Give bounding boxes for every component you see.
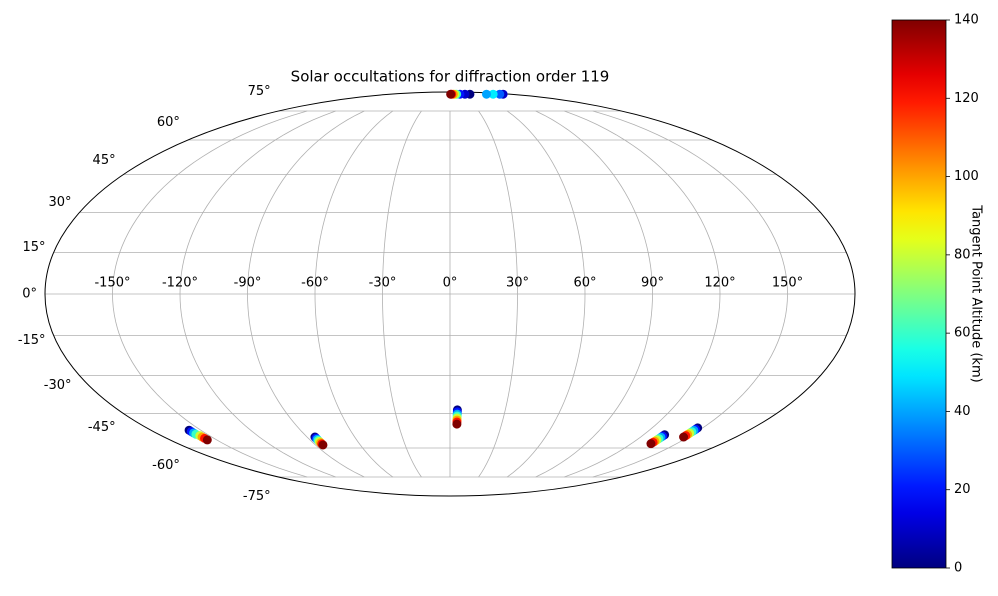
data-point xyxy=(452,419,462,429)
data-point xyxy=(488,89,498,99)
data-point xyxy=(318,440,328,450)
y-tick-label: 45° xyxy=(93,153,116,168)
grid-line xyxy=(179,110,336,478)
grid-line xyxy=(592,110,788,478)
colorbar-tick-label: 120 xyxy=(954,91,979,106)
grid-line xyxy=(535,110,653,478)
y-tick-label: -15° xyxy=(18,333,46,348)
y-tick-label: -60° xyxy=(152,458,180,473)
grid-line xyxy=(112,110,308,478)
data-point xyxy=(646,439,656,449)
grid-line xyxy=(564,110,721,478)
x-tick-label: 90° xyxy=(641,276,664,291)
x-tick-label: -30° xyxy=(369,276,397,291)
y-tick-label: -30° xyxy=(44,378,72,393)
y-tick-label: -75° xyxy=(243,489,271,504)
x-tick-label: 30° xyxy=(506,276,529,291)
grid-line xyxy=(382,110,422,478)
data-point xyxy=(495,89,505,99)
x-tick-label: 0° xyxy=(443,276,458,291)
colorbar-tick-label: 140 xyxy=(954,13,979,28)
y-tick-label: -45° xyxy=(88,420,116,435)
x-tick-label: 60° xyxy=(573,276,596,291)
y-tick-label: 75° xyxy=(248,84,271,99)
y-tick-label: 60° xyxy=(157,115,180,130)
y-tick-label: 15° xyxy=(23,240,46,255)
colorbar-tick-label: 0 xyxy=(954,561,962,576)
colorbar-label: Tangent Point Altitude (km) xyxy=(969,204,984,382)
x-tick-label: -60° xyxy=(301,276,329,291)
data-point xyxy=(482,89,492,99)
data-point xyxy=(446,89,456,99)
chart-title: Solar occultations for diffraction order… xyxy=(291,68,610,86)
colorbar xyxy=(891,19,947,569)
data-point xyxy=(679,432,689,442)
x-tick-label: -90° xyxy=(234,276,262,291)
grid-line xyxy=(247,110,365,478)
y-tick-label: 30° xyxy=(48,195,71,210)
y-tick-label: 0° xyxy=(22,287,37,302)
grid-line xyxy=(478,110,518,478)
colorbar-tick-label: 80 xyxy=(954,247,971,262)
x-tick-label: -150° xyxy=(94,276,130,291)
grid-line xyxy=(314,110,394,478)
colorbar-tick-label: 100 xyxy=(954,169,979,184)
x-tick-label: 120° xyxy=(704,276,735,291)
x-tick-label: -120° xyxy=(162,276,198,291)
x-tick-label: 150° xyxy=(772,276,803,291)
colorbar-tick-label: 40 xyxy=(954,404,971,419)
data-point xyxy=(202,435,212,445)
colorbar-tick-label: 60 xyxy=(954,326,971,341)
grid-line xyxy=(506,110,586,478)
colorbar-tick-label: 20 xyxy=(954,482,971,497)
